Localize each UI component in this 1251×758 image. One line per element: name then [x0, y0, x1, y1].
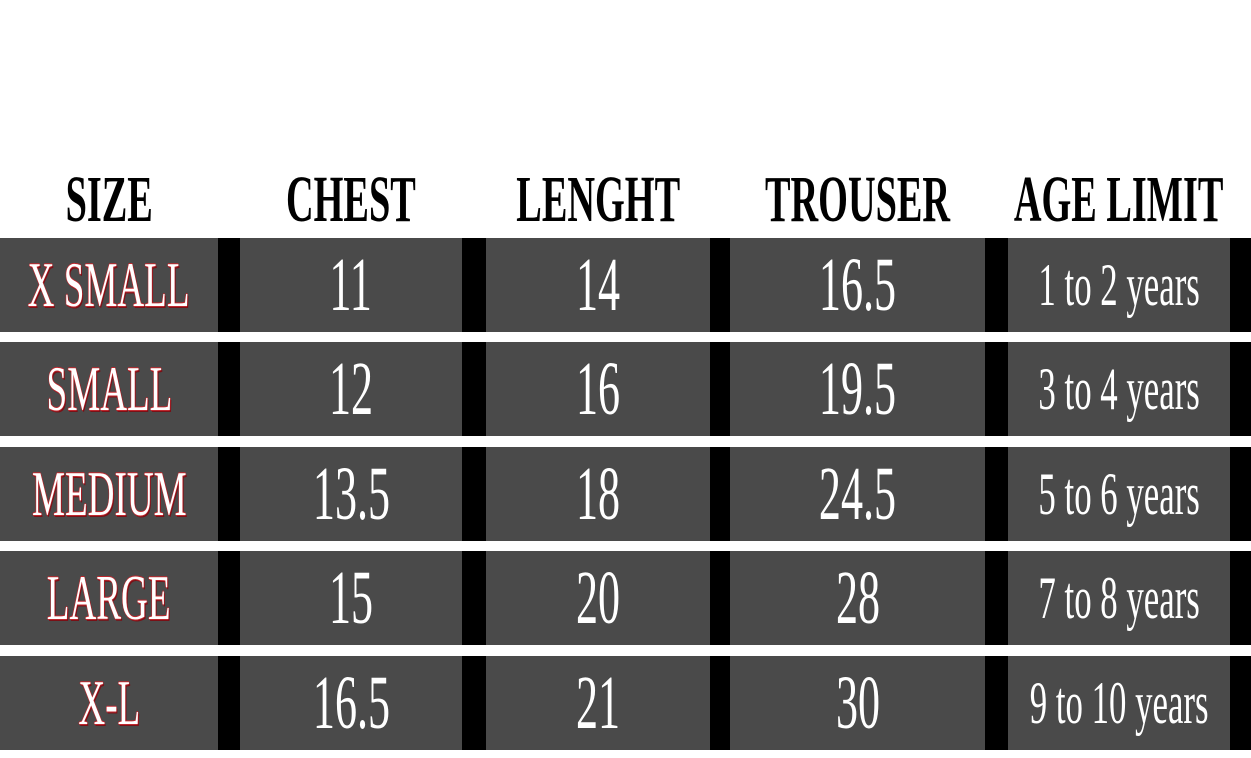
table-cell: 13.5	[240, 447, 462, 541]
column-divider	[985, 656, 1008, 750]
column-divider	[218, 447, 240, 541]
table-cell: 7 to 8 years	[1008, 551, 1230, 645]
column-header-text: TROUSER	[764, 163, 951, 236]
column-header-text: AGE LIMIT	[1014, 163, 1224, 236]
column-header: TROUSER	[730, 160, 985, 240]
size-label: X SMALL	[0, 238, 218, 332]
size-label: MEDIUM	[0, 447, 218, 541]
size-label-text: X SMALL	[28, 249, 190, 320]
table-cell-text: 3 to 4 years	[1038, 355, 1200, 422]
table-cell-text: 16	[575, 346, 621, 431]
size-label-text: SMALL	[46, 353, 172, 424]
table-cell-text: 12	[328, 346, 374, 431]
size-label-text: LARGE	[47, 562, 171, 633]
column-divider	[218, 238, 240, 332]
column-divider	[710, 238, 730, 332]
table-cell-text: 20	[575, 555, 621, 640]
table-cell-text: 16.5	[312, 660, 390, 745]
table-cell: 30	[730, 656, 985, 750]
column-header-text: LENGHT	[516, 163, 680, 236]
column-divider	[218, 656, 240, 750]
table-cell: 3 to 4 years	[1008, 342, 1230, 436]
table-cell: 20	[486, 551, 710, 645]
size-label-text: MEDIUM	[31, 458, 187, 529]
table-cell: 28	[730, 551, 985, 645]
size-label: LARGE	[0, 551, 218, 645]
column-divider	[1230, 238, 1251, 332]
column-header: SIZE	[0, 160, 218, 240]
column-divider	[985, 447, 1008, 541]
table-cell: 12	[240, 342, 462, 436]
table-cell: 1 to 2 years	[1008, 238, 1230, 332]
column-divider	[462, 656, 486, 750]
column-divider	[710, 342, 730, 436]
column-divider	[462, 238, 486, 332]
column-divider	[462, 551, 486, 645]
table-row: X-L 16.5 21 30 9 to 10 years	[0, 656, 1251, 750]
column-divider	[1230, 656, 1251, 750]
table-cell-text: 24.5	[818, 451, 897, 536]
table-cell: 16	[486, 342, 710, 436]
table-cell: 5 to 6 years	[1008, 447, 1230, 541]
table-cell-text: 21	[575, 660, 621, 745]
table-cell-text: 28	[835, 555, 880, 640]
table-row: X SMALL 11 14 16.5 1 to 2 years	[0, 238, 1251, 332]
column-divider	[985, 551, 1008, 645]
column-divider	[218, 342, 240, 436]
table-cell-text: 1 to 2 years	[1038, 251, 1200, 318]
column-divider	[462, 342, 486, 436]
table-cell: 16.5	[240, 656, 462, 750]
table-row: MEDIUM 13.5 18 24.5 5 to 6 years	[0, 447, 1251, 541]
table-row: LARGE 15 20 28 7 to 8 years	[0, 551, 1251, 645]
column-header-text: CHEST	[286, 163, 416, 236]
column-header: AGE LIMIT	[1008, 160, 1230, 240]
table-cell: 16.5	[730, 238, 985, 332]
column-divider	[462, 447, 486, 541]
column-divider	[985, 342, 1008, 436]
column-divider	[1230, 447, 1251, 541]
column-header: LENGHT	[486, 160, 710, 240]
column-divider	[985, 238, 1008, 332]
table-cell: 9 to 10 years	[1008, 656, 1230, 750]
size-label: SMALL	[0, 342, 218, 436]
table-cell-text: 18	[575, 451, 621, 536]
column-header: CHEST	[240, 160, 462, 240]
table-cell-text: 30	[835, 660, 880, 745]
table-cell: 18	[486, 447, 710, 541]
table-cell: 11	[240, 238, 462, 332]
table-cell: 19.5	[730, 342, 985, 436]
column-divider	[1230, 342, 1251, 436]
table-cell-text: 11	[329, 242, 373, 327]
table-cell-text: 14	[575, 242, 621, 327]
table-cell-text: 16.5	[818, 242, 897, 327]
size-label: X-L	[0, 656, 218, 750]
column-divider	[710, 656, 730, 750]
column-divider	[1230, 551, 1251, 645]
table-cell: 24.5	[730, 447, 985, 541]
table-row: SMALL 12 16 19.5 3 to 4 years	[0, 342, 1251, 436]
table-cell-text: 7 to 8 years	[1038, 564, 1200, 631]
table-cell: 21	[486, 656, 710, 750]
table-cell: 14	[486, 238, 710, 332]
table-cell: 15	[240, 551, 462, 645]
column-divider	[710, 551, 730, 645]
size-label-text: X-L	[78, 667, 140, 738]
table-cell-text: 9 to 10 years	[1029, 669, 1209, 736]
table-cell-text: 15	[328, 555, 374, 640]
column-divider	[218, 551, 240, 645]
table-cell-text: 19.5	[818, 346, 897, 431]
column-header-text: SIZE	[65, 163, 153, 236]
column-divider	[710, 447, 730, 541]
table-cell-text: 13.5	[312, 451, 390, 536]
table-cell-text: 5 to 6 years	[1038, 460, 1200, 527]
